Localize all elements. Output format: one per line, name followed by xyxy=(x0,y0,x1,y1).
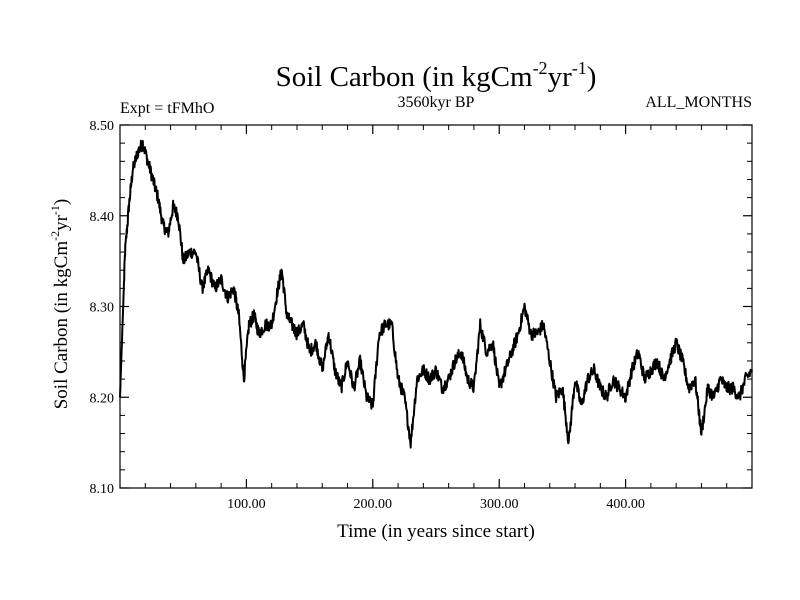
y-tick-label: 8.50 xyxy=(90,119,115,134)
y-axis-label: Soil Carbon (in kgCm-2yr-1) xyxy=(48,199,72,410)
period-label: 3560kyr BP xyxy=(398,94,475,111)
title-sup-2: -1 xyxy=(572,58,587,78)
x-tick-label: 400.00 xyxy=(606,497,645,512)
series-line xyxy=(119,139,753,449)
x-tick-label: 200.00 xyxy=(354,497,393,512)
ylabel-mid: yr xyxy=(51,214,72,231)
axis-tick-labels: 100.00 200.00 300.00 400.00 8.10 8.20 8.30 8.40… xyxy=(90,119,645,512)
expt-label: Expt = tFMhO xyxy=(120,100,214,117)
x-tick-label: 300.00 xyxy=(480,497,519,512)
ylabel-sup-2: -1 xyxy=(48,205,62,215)
x-axis-label: Time (in years since start) xyxy=(337,521,535,542)
months-label: ALL_MONTHS xyxy=(645,94,752,111)
axis-ticks xyxy=(120,124,752,489)
plot-frame xyxy=(119,124,753,489)
title-sup-1: -2 xyxy=(533,58,548,78)
y-tick-label: 8.20 xyxy=(90,391,115,406)
chart-title: Soil Carbon (in kgCm-2yr-1) xyxy=(276,58,597,93)
ylabel-end: ) xyxy=(51,199,72,205)
title-text: Soil Carbon (in kgCm xyxy=(276,61,533,93)
title-end: ) xyxy=(587,61,597,93)
title-mid: yr xyxy=(548,61,573,93)
y-tick-label: 8.40 xyxy=(90,210,115,225)
x-tick-label: 100.00 xyxy=(227,497,266,512)
ylabel-text: Soil Carbon (in kgCm xyxy=(51,241,72,410)
ylabel-sup-1: -2 xyxy=(48,231,62,241)
y-tick-label: 8.10 xyxy=(90,482,115,497)
y-tick-label: 8.30 xyxy=(90,301,115,316)
